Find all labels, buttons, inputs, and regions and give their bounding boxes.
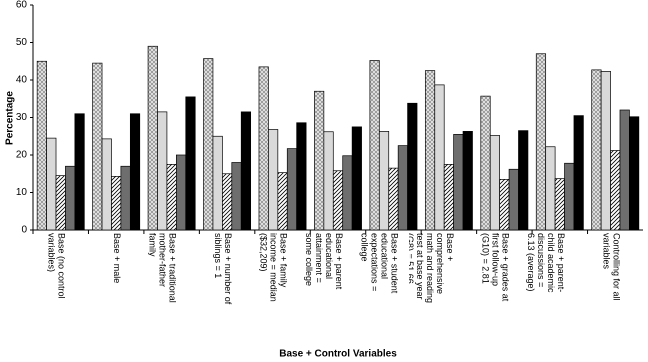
bar <box>564 162 575 231</box>
bar <box>332 170 344 231</box>
bar <box>499 179 510 231</box>
x-tick-label: Base + parent educational attainment = s… <box>304 233 344 290</box>
bar <box>92 62 103 231</box>
x-tick-label: Base + male <box>112 233 123 284</box>
bar <box>147 45 158 231</box>
x-tick-label: Base + comprehensive math and reading te… <box>409 233 455 304</box>
bar <box>111 176 122 231</box>
y-tick-label: 0 <box>21 225 27 236</box>
bar <box>545 146 556 231</box>
bar <box>388 167 399 231</box>
bar <box>74 113 85 231</box>
x-tick-label: Base + traditional mother-father family <box>147 233 178 303</box>
x-tick-label: Base + grades at first follow-up (G10) =… <box>480 233 511 302</box>
bar <box>222 173 233 231</box>
bar <box>443 164 454 231</box>
bar <box>203 58 214 231</box>
bar <box>55 175 66 231</box>
y-tick-label: 10 <box>16 187 28 198</box>
y-tick-label: 30 <box>16 112 28 123</box>
bar <box>378 131 390 231</box>
bar <box>424 70 436 231</box>
y-tick-label: 60 <box>16 0 28 11</box>
bar <box>518 130 529 231</box>
bar <box>554 178 565 231</box>
bar <box>101 138 112 231</box>
bar <box>351 126 362 231</box>
bar <box>296 122 307 231</box>
bar <box>240 111 252 231</box>
bar <box>610 150 621 231</box>
x-tick-label: Base + family income = median ($32,209) <box>258 233 289 302</box>
bar <box>258 66 269 231</box>
bar <box>407 102 418 231</box>
bar <box>157 111 168 231</box>
bar <box>369 60 380 231</box>
bar <box>342 155 353 231</box>
bar <box>591 69 602 231</box>
bar <box>462 131 473 231</box>
bar <box>434 84 445 231</box>
bar <box>508 168 519 231</box>
bar <box>65 165 76 231</box>
x-tick-label: Base (no control variables) <box>46 233 67 299</box>
x-tick-label: Base + number of siblings = 1 <box>213 233 234 305</box>
y-tick-label: 50 <box>16 37 28 48</box>
bar <box>166 164 177 231</box>
bar <box>535 53 547 231</box>
bar <box>176 154 187 231</box>
bar <box>268 129 279 231</box>
bar <box>629 116 640 231</box>
bar <box>36 60 47 231</box>
bar <box>480 95 491 231</box>
y-tick-label: 20 <box>16 150 28 161</box>
bar <box>600 71 611 231</box>
x-tick-label: Base + student educational expectations … <box>359 233 400 294</box>
bar <box>286 148 298 231</box>
bar <box>212 135 223 231</box>
bar <box>489 135 500 231</box>
bar <box>129 113 141 231</box>
bar <box>397 145 408 231</box>
bar <box>46 137 57 231</box>
bar <box>277 172 288 231</box>
x-axis-title: Base + Control Variables <box>279 349 397 360</box>
bar <box>453 134 464 231</box>
bar <box>573 115 584 231</box>
bar <box>619 109 630 231</box>
x-tick-label: Controlling for all variables <box>601 233 622 301</box>
bar <box>231 162 242 231</box>
y-axis-title: Percentage <box>5 91 16 145</box>
bar <box>323 131 334 231</box>
x-tick-label: Base + parent-child academic discussions… <box>525 233 566 293</box>
bar <box>185 96 196 231</box>
y-tick-label: 40 <box>16 75 28 86</box>
bar <box>314 90 325 231</box>
bar <box>120 165 131 231</box>
